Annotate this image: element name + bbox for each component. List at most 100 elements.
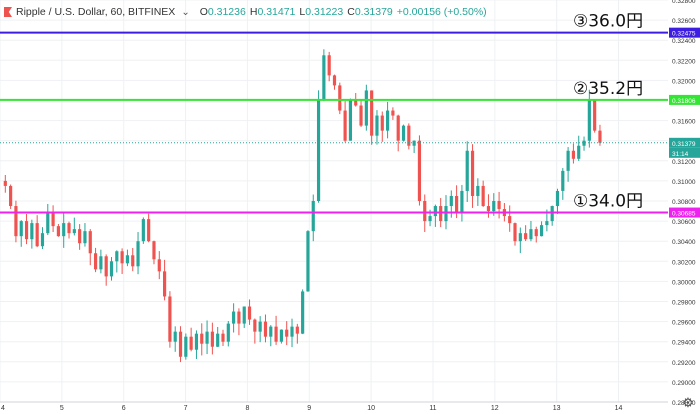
candle-body bbox=[455, 195, 459, 214]
candle-body bbox=[157, 259, 161, 272]
candle-body bbox=[385, 110, 390, 131]
candle-body bbox=[375, 115, 379, 136]
level-annotation: ②35.2円 bbox=[573, 79, 643, 99]
y-tick-label: 0.29200 bbox=[672, 360, 696, 367]
candle-body bbox=[359, 105, 363, 126]
candle-body bbox=[348, 100, 353, 141]
candle-body bbox=[370, 90, 374, 136]
candle-body bbox=[598, 130, 602, 143]
candle-body bbox=[343, 110, 347, 141]
candle-body bbox=[566, 150, 570, 171]
candle-body bbox=[168, 296, 172, 342]
candle-body bbox=[285, 329, 289, 337]
y-tick-label: 0.32800 bbox=[672, 0, 696, 5]
candle-body bbox=[258, 321, 262, 332]
y-tick-label: 0.30800 bbox=[672, 199, 696, 206]
candle-body bbox=[481, 185, 485, 207]
candle-body bbox=[120, 251, 124, 264]
candle-body bbox=[194, 333, 199, 350]
candle-body bbox=[550, 206, 554, 222]
time-axis: 4 5 6 7 8 9 10 11 12 13 14 bbox=[0, 401, 668, 412]
price-tag bbox=[669, 137, 700, 148]
candle-body bbox=[338, 85, 342, 111]
x-tick-label: 10 bbox=[367, 405, 375, 412]
candle-body bbox=[391, 110, 395, 116]
candle-body bbox=[327, 55, 331, 76]
y-tick-label: 0.32600 bbox=[672, 18, 696, 25]
candle-body bbox=[492, 201, 496, 212]
candle-body bbox=[205, 331, 209, 344]
symbol-title[interactable]: Ripple / U.S. Dollar, 60, BITFINEX bbox=[16, 6, 176, 18]
open-key: O bbox=[199, 6, 208, 18]
candle-body bbox=[162, 271, 167, 297]
candle-body bbox=[470, 150, 475, 196]
candle-body bbox=[582, 140, 586, 146]
candle-body bbox=[332, 75, 337, 86]
candle-body bbox=[571, 150, 576, 159]
high-key: H bbox=[249, 6, 258, 18]
candle-body bbox=[99, 256, 103, 270]
y-tick-label: 0.30400 bbox=[672, 239, 696, 246]
candle-body bbox=[486, 206, 491, 212]
candle-body bbox=[497, 201, 501, 210]
level-annotation: ③36.0円 bbox=[573, 12, 643, 32]
price-tag bbox=[669, 207, 700, 218]
candle-body bbox=[561, 170, 565, 191]
x-tick-label: 9 bbox=[307, 405, 311, 412]
price-tag bbox=[669, 147, 700, 158]
candle-body bbox=[476, 185, 480, 196]
candle-body bbox=[354, 100, 358, 106]
y-tick-label: 0.31200 bbox=[672, 159, 696, 166]
candle-body bbox=[83, 231, 87, 244]
price-axis: 0.28800 0.29000 0.29200 0.29400 0.29600 0.298… bbox=[668, 0, 700, 414]
candle-body bbox=[316, 100, 321, 201]
y-tick-label: 0.29400 bbox=[672, 340, 696, 347]
candle-body bbox=[221, 333, 225, 342]
candle-body bbox=[232, 311, 236, 324]
candle-body bbox=[555, 190, 560, 207]
candle-body bbox=[364, 90, 368, 126]
candle-body bbox=[449, 195, 453, 207]
candle-body bbox=[423, 201, 427, 222]
candle-body bbox=[439, 206, 443, 222]
candle-body bbox=[417, 140, 422, 201]
x-tick-label: 6 bbox=[122, 405, 126, 412]
candle-body bbox=[380, 115, 384, 131]
candle-body bbox=[545, 221, 549, 226]
candle-body bbox=[593, 100, 597, 131]
candle-body bbox=[62, 223, 66, 237]
candle-body bbox=[301, 291, 305, 334]
y-tick-label: 0.32200 bbox=[672, 58, 696, 65]
gear-icon[interactable]: ⚙ bbox=[682, 395, 694, 410]
chevron-down-icon[interactable]: ⌄ bbox=[181, 6, 190, 18]
candle-body bbox=[72, 229, 76, 234]
candle-body bbox=[518, 233, 522, 242]
candle-body bbox=[274, 326, 278, 342]
candle-body bbox=[9, 185, 13, 207]
x-tick-label: 5 bbox=[60, 405, 64, 412]
candle-body bbox=[178, 331, 183, 357]
candle-body bbox=[104, 256, 108, 277]
y-tick-label: 0.30200 bbox=[672, 259, 696, 266]
candle-body bbox=[247, 306, 252, 320]
candle-body bbox=[136, 241, 140, 267]
level-annotation: ①34.0円 bbox=[573, 192, 643, 212]
level-lines bbox=[0, 31, 668, 214]
candle-body bbox=[141, 219, 145, 242]
x-tick-label: 7 bbox=[184, 405, 188, 412]
y-tick-label: 0.31600 bbox=[672, 119, 696, 126]
price-tag-label: 0.31379 bbox=[672, 141, 696, 148]
candle-body bbox=[35, 223, 39, 247]
candle-body bbox=[30, 223, 34, 240]
candle-body bbox=[396, 115, 400, 141]
candle-body bbox=[534, 229, 538, 237]
x-tick-label: 4 bbox=[1, 405, 5, 412]
candle-body bbox=[401, 125, 406, 141]
candle-body bbox=[67, 223, 71, 234]
y-tick-label: 0.30000 bbox=[672, 279, 696, 286]
candle-body bbox=[24, 221, 29, 240]
annotations: ③36.0円 ②35.2円 ①34.0円 bbox=[573, 12, 643, 212]
price-tag bbox=[669, 94, 700, 105]
high-value: 0.31471 bbox=[257, 6, 296, 18]
